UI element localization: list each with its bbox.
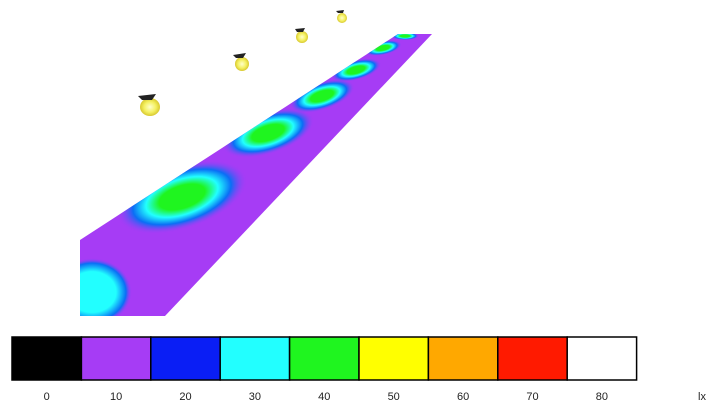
legend-swatch xyxy=(11,336,83,381)
legend-swatch xyxy=(80,336,152,381)
legend-label: 20 xyxy=(179,391,191,403)
unit-label: lx xyxy=(698,391,706,403)
legend-swatch xyxy=(427,336,499,381)
legend-label: 70 xyxy=(526,391,538,403)
road xyxy=(80,34,432,316)
legend-swatch xyxy=(288,336,360,381)
legend-swatch xyxy=(219,336,291,381)
legend-swatch xyxy=(497,336,568,381)
legend-label: 10 xyxy=(110,391,122,403)
legend-label: 50 xyxy=(388,391,400,403)
legend-label: 30 xyxy=(249,391,261,403)
legend-swatch xyxy=(150,336,221,381)
legend-swatch xyxy=(566,336,638,381)
color-legend: 0 10 20 30 40 50 60 70 80 xyxy=(11,336,638,403)
lamps xyxy=(138,10,347,116)
legend-label: 0 xyxy=(44,391,50,403)
legend-label: 60 xyxy=(457,391,469,403)
legend-swatch xyxy=(358,336,430,381)
legend-label: 40 xyxy=(318,391,330,403)
legend-label: 80 xyxy=(596,391,608,403)
